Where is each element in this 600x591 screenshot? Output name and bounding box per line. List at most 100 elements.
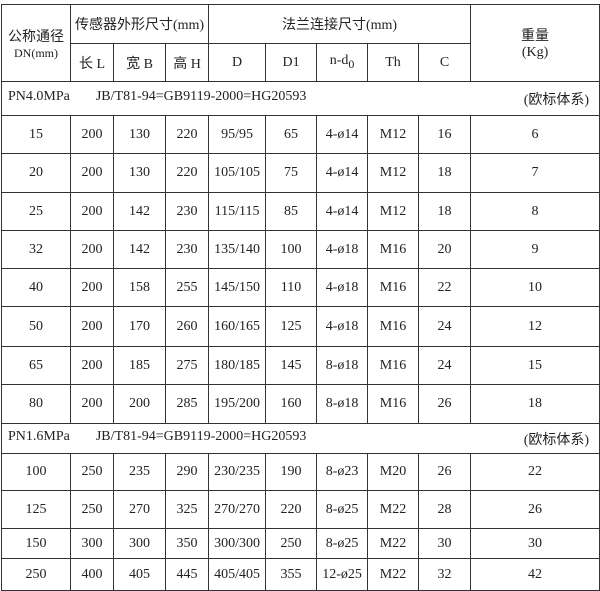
section-header-row: PN1.6MPa JB/T81-94=GB9119-2000=HG20593 (欧标…: [0, 423, 600, 454]
table-cell: 4-ø14: [316, 115, 369, 154]
table-cell: 20: [418, 230, 472, 269]
table-cell: 300/300: [208, 528, 267, 559]
table-cell: 200: [70, 192, 114, 231]
standard-label: JB/T81-94=GB9119-2000=HG20593: [95, 88, 307, 104]
table-cell: 25: [1, 192, 71, 231]
table-cell: 24: [418, 306, 472, 347]
table-cell: 65: [265, 115, 318, 154]
dn-unit: DN(mm): [14, 45, 58, 60]
table-cell: 26: [470, 490, 600, 529]
table-cell: 4-ø18: [316, 268, 369, 307]
table-row: 50 200 170 260 160/165 125 4-ø18 M16 24 12: [1, 306, 600, 347]
table-cell: 158: [113, 268, 166, 307]
table-row: 40 200 158 255 145/150 110 4-ø18 M16 22 10: [1, 268, 600, 307]
table-cell: M12: [367, 153, 420, 193]
table-cell: 4-ø18: [316, 306, 369, 347]
table-row: 20 200 130 220 105/105 75 4-ø14 M12 18 7: [1, 153, 600, 193]
table-cell: 300: [70, 528, 114, 559]
table-cell: 8-ø25: [316, 490, 369, 529]
table-cell: 125: [265, 306, 318, 347]
table-cell: 4-ø14: [316, 153, 369, 193]
table-cell: 8: [470, 192, 600, 231]
table-cell: M16: [367, 230, 420, 269]
table-cell: 200: [113, 384, 166, 424]
table-cell: M12: [367, 115, 420, 154]
table-cell: 220: [265, 490, 318, 529]
table-cell: 12: [470, 306, 600, 347]
col-height: 高 H: [164, 43, 210, 82]
flange-dimension-table: 公称通径 DN(mm) 传感器外形尺寸(mm) 法兰连接尺寸(mm) 重量 (K…: [0, 4, 600, 591]
table-cell: 275: [164, 346, 210, 385]
table-cell: 145/150: [208, 268, 267, 307]
table-cell: 42: [470, 558, 600, 591]
table-cell: 150: [1, 528, 71, 559]
table-cell: 26: [418, 384, 472, 424]
table-cell: 130: [113, 153, 166, 193]
table-cell: 250: [70, 453, 114, 491]
table-cell: 405/405: [208, 558, 267, 591]
table-row: 100 250 235 290 230/235 190 8-ø23 M20 26 22: [1, 453, 600, 491]
nd-subscript: 0: [348, 56, 355, 71]
nd-label: n-d: [329, 53, 349, 69]
table-cell: M22: [367, 490, 420, 529]
pressure-label: PN4.0MPa: [8, 88, 70, 104]
table-cell: 80: [1, 384, 71, 424]
table-cell: M12: [367, 192, 420, 231]
table-cell: 75: [265, 153, 318, 193]
table-cell: 135/140: [208, 230, 267, 269]
col-th: Th: [367, 43, 420, 82]
table-cell: 20: [1, 153, 71, 193]
table-cell: 230: [164, 230, 210, 269]
table-row: 15 200 130 220 95/95 65 4-ø14 M12 16 6: [1, 115, 600, 154]
table-cell: 105/105: [208, 153, 267, 193]
table-row: 80 200 200 285 195/200 160 8-ø18 M16 26 18: [1, 384, 600, 424]
table-cell: 200: [70, 306, 114, 347]
table-row: 65 200 185 275 180/185 145 8-ø18 M16 24 15: [1, 346, 600, 385]
table-cell: 18: [418, 153, 472, 193]
table-cell: 350: [164, 528, 210, 559]
table-cell: 50: [1, 306, 71, 347]
col-width: 宽 B: [113, 43, 166, 82]
col-d1: D1: [265, 43, 318, 82]
table-cell: 16: [418, 115, 472, 154]
table-cell: 115/115: [208, 192, 267, 231]
table-cell: 18: [418, 192, 472, 231]
table-cell: 4-ø14: [316, 192, 369, 231]
table-cell: 250: [70, 490, 114, 529]
table-cell: 85: [265, 192, 318, 231]
table-cell: 110: [265, 268, 318, 307]
table-cell: 270: [113, 490, 166, 529]
table-cell: 190: [265, 453, 318, 491]
table-cell: 355: [265, 558, 318, 591]
weight-header: 重量 (Kg): [470, 4, 600, 82]
table-cell: M16: [367, 306, 420, 347]
flange-group-header: 法兰连接尺寸(mm): [208, 4, 472, 44]
system-label: (欧标体系): [523, 432, 590, 448]
table-cell: 200: [70, 153, 114, 193]
table-cell: 30: [470, 528, 600, 559]
table-cell: 260: [164, 306, 210, 347]
col-c: C: [418, 43, 472, 82]
table-cell: 95/95: [208, 115, 267, 154]
table-cell: 100: [1, 453, 71, 491]
section-header-row: PN4.0MPa JB/T81-94=GB9119-2000=HG20593 (欧标…: [0, 81, 600, 116]
col-nd: n-d0: [316, 43, 369, 82]
table-cell: 30: [418, 528, 472, 559]
table-cell: 28: [418, 490, 472, 529]
table-cell: 22: [470, 453, 600, 491]
table-cell: 230/235: [208, 453, 267, 491]
table-cell: 12-ø25: [316, 558, 369, 591]
section-header: PN4.0MPa JB/T81-94=GB9119-2000=HG20593 (欧标…: [0, 81, 600, 116]
table-cell: 15: [1, 115, 71, 154]
weight-label: 重量: [521, 29, 550, 44]
table-cell: 250: [265, 528, 318, 559]
table-cell: 220: [164, 153, 210, 193]
table-cell: 250: [1, 558, 71, 591]
table-cell: 200: [70, 268, 114, 307]
table-cell: 8-ø23: [316, 453, 369, 491]
table-cell: M16: [367, 346, 420, 385]
table-cell: 185: [113, 346, 166, 385]
table-cell: 235: [113, 453, 166, 491]
table-cell: 4-ø18: [316, 230, 369, 269]
table-cell: 6: [470, 115, 600, 154]
